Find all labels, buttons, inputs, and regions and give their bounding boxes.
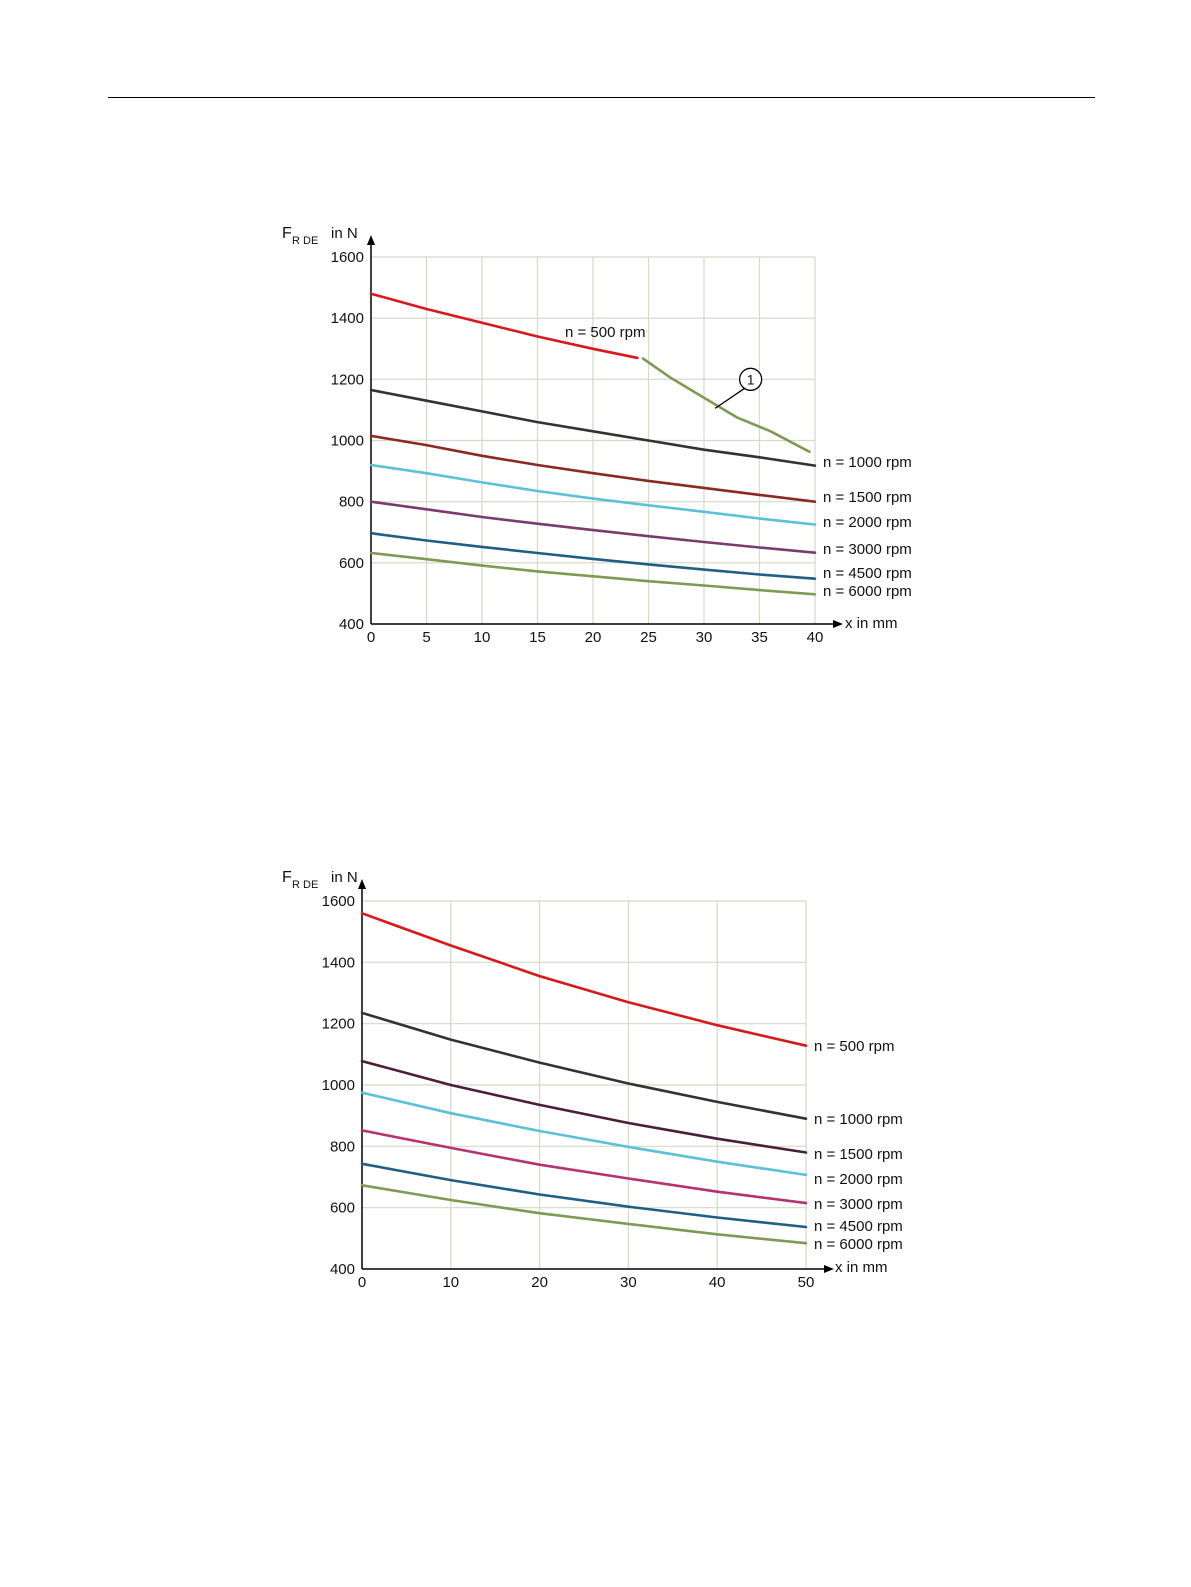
x-axis-arrow	[833, 620, 843, 628]
x-tick-label: 15	[529, 629, 546, 646]
header-rule	[108, 97, 1095, 98]
series-line	[641, 357, 811, 454]
y-axis-arrow	[367, 235, 375, 245]
y-tick-label: 800	[330, 1138, 355, 1155]
y-axis-title: F	[282, 869, 292, 886]
y-tick-label: 1600	[331, 249, 364, 266]
series-label: n = 1000 rpm	[814, 1111, 903, 1128]
y-axis-unit: in N	[331, 869, 358, 886]
series-label: n = 500 rpm	[565, 324, 645, 341]
series-label: n = 6000 rpm	[823, 583, 912, 600]
series-line	[360, 1129, 808, 1205]
series-label: n = 1500 rpm	[823, 489, 912, 506]
series-label: n = 3000 rpm	[823, 541, 912, 558]
x-tick-label: 50	[798, 1274, 815, 1291]
series-label: n = 500 rpm	[814, 1038, 894, 1055]
y-tick-label: 800	[339, 494, 364, 511]
series-label: n = 3000 rpm	[814, 1196, 903, 1213]
y-axis-unit: in N	[331, 225, 358, 242]
y-tick-label: 1600	[322, 893, 355, 910]
series-line	[369, 551, 817, 596]
y-axis-title-subscript: R DE	[292, 879, 318, 891]
series-line	[360, 1091, 808, 1177]
x-tick-label: 0	[358, 1274, 366, 1291]
callout-leader	[714, 387, 745, 409]
series-line	[369, 388, 817, 467]
x-axis-arrow	[824, 1265, 834, 1273]
x-tick-label: 10	[474, 629, 491, 646]
x-tick-label: 25	[640, 629, 657, 646]
x-tick-label: 30	[620, 1274, 637, 1291]
series-line	[360, 1184, 808, 1245]
x-tick-label: 10	[442, 1274, 459, 1291]
series-line	[360, 1059, 808, 1154]
y-tick-label: 400	[339, 616, 364, 633]
series-line	[360, 1011, 808, 1120]
y-axis-title: F	[282, 225, 292, 242]
y-axis-arrow	[358, 879, 366, 889]
x-tick-label: 20	[531, 1274, 548, 1291]
x-tick-label: 30	[696, 629, 713, 646]
x-tick-label: 20	[585, 629, 602, 646]
y-axis-title-subscript: R DE	[292, 235, 318, 247]
series-label: n = 4500 rpm	[814, 1218, 903, 1235]
series-label: n = 1000 rpm	[823, 454, 912, 471]
x-tick-label: 40	[807, 629, 824, 646]
series-line	[360, 1162, 808, 1229]
y-tick-label: 1400	[322, 954, 355, 971]
series-label: n = 2000 rpm	[814, 1171, 903, 1188]
x-tick-label: 35	[751, 629, 768, 646]
x-tick-label: 0	[367, 629, 375, 646]
series-label: n = 2000 rpm	[823, 514, 912, 531]
series-line	[369, 434, 817, 503]
y-tick-label: 600	[339, 555, 364, 572]
series-label: n = 6000 rpm	[814, 1236, 903, 1253]
series-line	[360, 912, 808, 1047]
x-axis-title: x in mm	[845, 615, 898, 632]
series-line	[369, 463, 817, 526]
callout-number: 1	[747, 371, 755, 387]
x-axis-title: x in mm	[835, 1259, 888, 1276]
y-tick-label: 1400	[331, 310, 364, 327]
series-label: n = 4500 rpm	[823, 565, 912, 582]
callout-circle	[738, 367, 763, 391]
series-line	[369, 292, 639, 360]
x-tick-label: 5	[422, 629, 430, 646]
series-line	[369, 531, 817, 580]
y-tick-label: 1200	[331, 371, 364, 388]
y-tick-label: 1000	[322, 1077, 355, 1094]
y-tick-label: 1000	[331, 433, 364, 450]
series-line	[369, 500, 817, 554]
y-tick-label: 1200	[322, 1016, 355, 1033]
y-tick-label: 600	[330, 1200, 355, 1217]
x-tick-label: 40	[709, 1274, 726, 1291]
y-tick-label: 400	[330, 1261, 355, 1278]
series-label: n = 1500 rpm	[814, 1146, 903, 1163]
